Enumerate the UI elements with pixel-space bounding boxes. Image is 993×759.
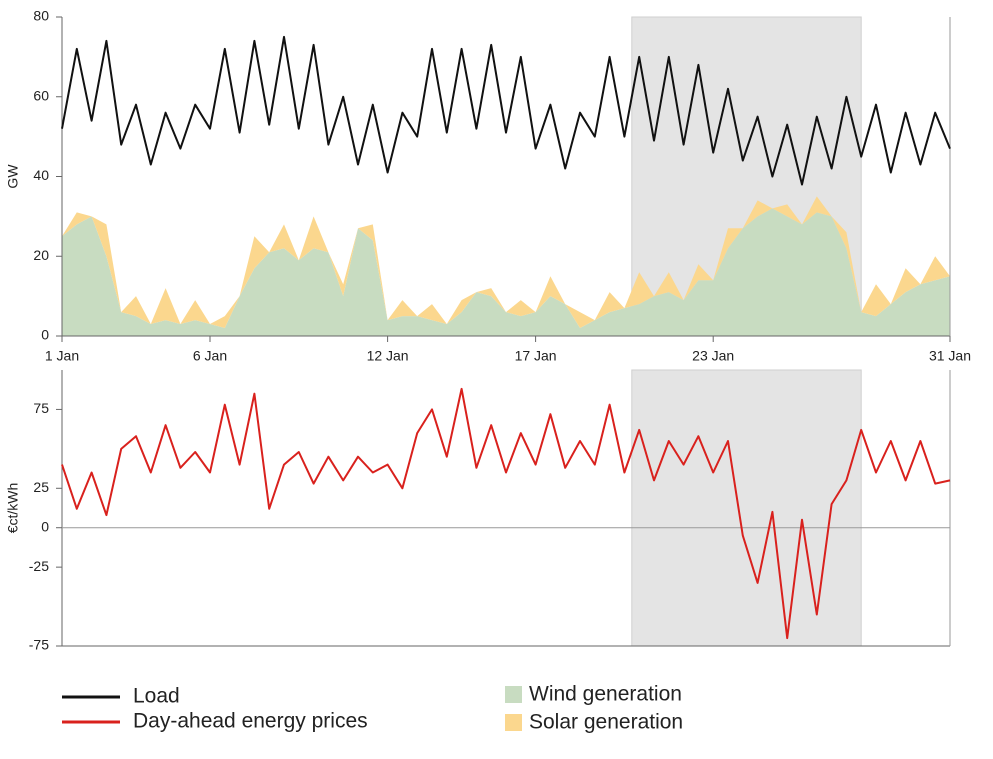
legend-label: Wind generation xyxy=(529,683,682,706)
x-tick-label: 17 Jan xyxy=(515,348,557,364)
line xyxy=(61,387,951,640)
legend-label: Day-ahead energy prices xyxy=(133,710,368,733)
y-tick-label: 25 xyxy=(33,479,49,495)
y-tick-label: 40 xyxy=(33,167,49,183)
x-tick-label: 1 Jan xyxy=(45,348,79,364)
y-tick-label: 80 xyxy=(33,8,49,24)
x-tick-label: 23 Jan xyxy=(692,348,734,364)
highlight-region xyxy=(631,369,862,647)
y-tick-label: 20 xyxy=(33,247,49,263)
area xyxy=(62,196,950,328)
y-axis-label: GW xyxy=(5,164,21,189)
line xyxy=(61,35,951,186)
y-tick-label: 0 xyxy=(41,327,49,343)
y-tick-label: 0 xyxy=(41,518,49,534)
y-tick-label: 60 xyxy=(33,87,49,103)
legend-swatch xyxy=(505,714,522,731)
y-tick-label: -25 xyxy=(29,558,49,574)
x-tick-label: 31 Jan xyxy=(929,348,971,364)
x-tick-label: 12 Jan xyxy=(367,348,409,364)
y-tick-label: 75 xyxy=(33,400,49,416)
area xyxy=(62,208,950,336)
legend-label: Load xyxy=(133,685,180,708)
y-tick-label: -75 xyxy=(29,637,49,653)
y-axis-label: €ct/kWh xyxy=(5,483,21,534)
x-tick-label: 6 Jan xyxy=(193,348,227,364)
legend-swatch xyxy=(505,686,522,703)
legend-label: Solar generation xyxy=(529,711,683,734)
